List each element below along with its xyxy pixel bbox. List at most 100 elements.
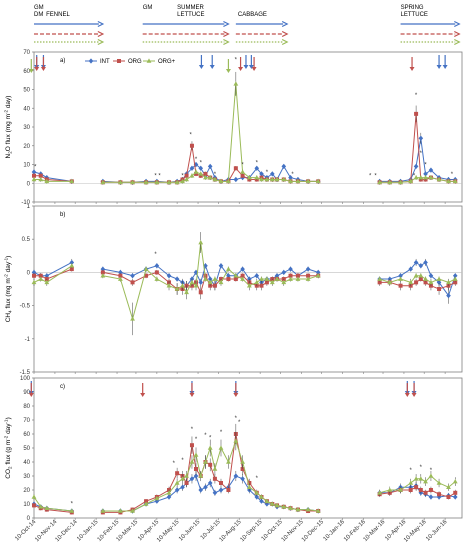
management-arrow <box>34 57 40 71</box>
data-point <box>31 494 37 499</box>
management-arrow <box>233 383 239 397</box>
data-point <box>254 490 260 495</box>
management-arrow <box>40 57 46 71</box>
data-point <box>166 179 172 185</box>
y-tick-label: 30 <box>23 125 30 131</box>
y-axis-label-part: CH <box>5 313 12 323</box>
crop-period-arrow <box>235 20 289 28</box>
data-point <box>428 273 434 279</box>
data-point <box>233 176 239 183</box>
y-axis-label-part: 2 <box>8 151 13 154</box>
x-tick-label: 10-Jun-16 <box>425 519 449 543</box>
y-axis-label-part: ) <box>5 256 12 258</box>
y-tick-label: -1 <box>25 337 31 343</box>
crop-label: GM <box>143 5 153 11</box>
data-point <box>233 473 239 479</box>
data-point <box>174 480 180 485</box>
y-tick-label: 30 <box>23 474 30 480</box>
data-point <box>423 259 428 266</box>
data-point <box>212 276 218 281</box>
data-point <box>452 178 458 184</box>
significance-star: * <box>209 436 212 442</box>
series-line <box>102 439 319 512</box>
data-point <box>31 176 37 182</box>
significance-star: * <box>71 501 74 507</box>
data-point <box>194 467 199 471</box>
data-point <box>207 445 213 450</box>
period-arrowhead <box>281 38 289 46</box>
significance-star: * <box>420 465 423 471</box>
series-line <box>33 261 73 277</box>
management-arrow <box>198 55 204 69</box>
period-arrowhead <box>97 38 105 46</box>
data-point <box>166 283 172 288</box>
data-point <box>100 266 106 272</box>
data-point <box>247 481 252 485</box>
data-point <box>198 165 204 171</box>
data-point <box>207 279 213 285</box>
y-axis-label-part: -1 <box>4 419 9 423</box>
data-point <box>254 273 260 279</box>
legend-marker <box>117 59 121 63</box>
data-point <box>418 175 424 180</box>
data-point <box>184 176 189 182</box>
data-point <box>413 259 419 266</box>
y-axis-label: N2O flux (mg m-2 day) <box>4 96 13 159</box>
data-point <box>398 487 403 492</box>
x-tick-label: 10-May-16 <box>403 519 428 544</box>
data-point <box>193 283 199 288</box>
arrow-head <box>404 393 410 397</box>
management-arrow <box>225 59 231 73</box>
y-tick-label: 10 <box>23 502 30 508</box>
data-point <box>246 283 252 288</box>
significance-star: * <box>235 57 238 63</box>
panel-label: b) <box>60 212 65 218</box>
data-point <box>218 279 224 285</box>
data-point <box>118 273 123 278</box>
data-point <box>418 488 423 492</box>
data-point <box>398 276 403 281</box>
significance-star: * <box>235 416 238 422</box>
period-arrowhead <box>97 20 105 28</box>
arrow-head <box>436 65 442 69</box>
data-point <box>414 111 419 116</box>
data-point <box>233 166 238 171</box>
data-point <box>207 163 213 169</box>
series-line <box>33 496 72 512</box>
period-arrowhead <box>223 38 230 46</box>
data-point <box>428 473 434 478</box>
data-point <box>259 171 264 177</box>
data-point <box>154 263 160 269</box>
data-point <box>100 273 106 278</box>
data-point <box>174 487 180 493</box>
data-point <box>154 276 160 281</box>
data-point <box>377 276 383 281</box>
data-point <box>437 287 442 291</box>
crop-period-arrow <box>400 38 461 46</box>
data-point <box>143 179 149 185</box>
data-point <box>377 490 383 495</box>
data-point <box>130 508 135 513</box>
series-org-plus <box>31 431 458 514</box>
arrow-head <box>28 69 34 73</box>
data-point <box>259 494 264 499</box>
legend-label: ORG <box>128 59 142 65</box>
series-line <box>34 179 72 182</box>
data-point <box>377 179 383 185</box>
data-point <box>180 178 185 184</box>
data-point <box>143 501 149 506</box>
data-point <box>452 273 458 279</box>
data-point <box>254 175 260 180</box>
y-axis-label-part: day) <box>5 96 12 110</box>
period-arrowhead <box>454 20 461 28</box>
data-point <box>264 276 270 281</box>
series-org-plus <box>31 71 458 185</box>
crop-period-arrow <box>142 20 230 28</box>
data-point <box>453 490 458 495</box>
data-point <box>38 276 44 281</box>
y-tick-label: 40 <box>23 106 30 112</box>
series-org-plus <box>31 232 458 336</box>
data-point <box>207 480 213 486</box>
plot-frame <box>33 205 463 373</box>
data-point <box>69 263 75 268</box>
